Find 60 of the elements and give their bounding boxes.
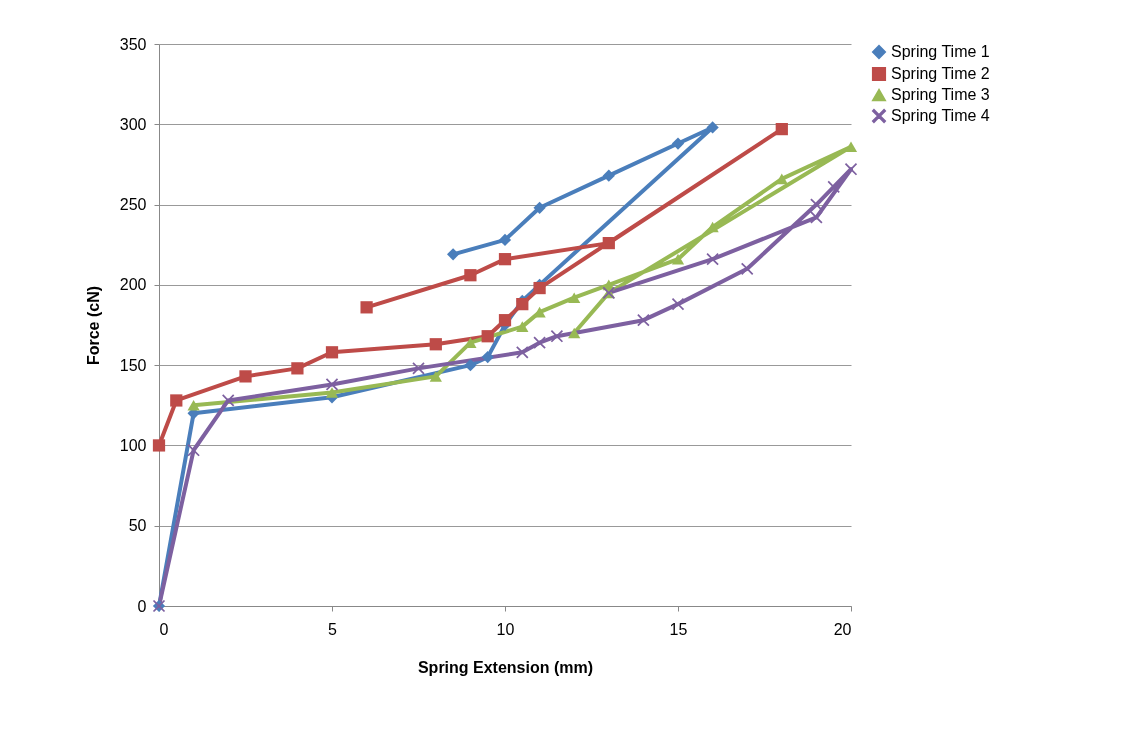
point	[325, 387, 339, 398]
point	[844, 141, 858, 153]
point	[810, 211, 823, 224]
point	[170, 394, 183, 407]
point	[481, 350, 494, 364]
y-tick-label: 50	[128, 517, 147, 535]
point	[741, 262, 754, 275]
point	[533, 336, 546, 349]
point	[498, 233, 512, 247]
point	[464, 359, 477, 372]
point	[325, 346, 339, 359]
point	[239, 370, 252, 383]
point	[464, 269, 477, 282]
point	[412, 362, 425, 375]
point	[429, 338, 442, 351]
y-axis-title: Force (cN)	[84, 285, 102, 366]
legend-label: Spring Time 1	[891, 43, 990, 60]
point	[602, 236, 615, 250]
point	[671, 298, 685, 311]
point	[516, 346, 529, 359]
x-axis-title: Spring Extension (mm)	[417, 658, 594, 676]
point	[152, 439, 166, 452]
legend-label: Spring Time 2	[891, 65, 990, 82]
point	[550, 330, 564, 343]
x-tick-label: 20	[833, 620, 852, 638]
point	[360, 301, 373, 314]
point	[827, 180, 840, 194]
y-tick-label: 250	[119, 196, 147, 214]
point	[498, 253, 512, 266]
y-tick-label: 150	[119, 356, 147, 374]
legend-label: Spring Time 4	[891, 107, 990, 124]
point	[291, 362, 304, 375]
y-tick-label: 300	[119, 115, 147, 133]
point	[671, 137, 685, 150]
point	[671, 253, 685, 265]
point	[498, 314, 512, 327]
y-tick-label: 100	[119, 436, 147, 454]
legend-label: Spring Time 3	[891, 86, 990, 103]
point	[516, 298, 529, 311]
point	[429, 371, 442, 382]
y-tick-label: 350	[119, 35, 147, 53]
x-tick-label: 10	[496, 620, 515, 638]
x-tick-label: 5	[328, 620, 338, 638]
x-tick-label: 15	[669, 620, 688, 638]
point	[637, 314, 650, 327]
point	[187, 399, 200, 411]
point	[516, 321, 529, 332]
point	[187, 444, 200, 457]
y-tick-label: 200	[119, 276, 147, 294]
point	[568, 327, 581, 339]
point	[533, 201, 546, 214]
point	[775, 122, 788, 136]
point	[481, 330, 494, 343]
point	[533, 281, 546, 295]
point	[446, 248, 460, 261]
x-tick-label: 0	[159, 620, 169, 638]
point	[602, 169, 615, 182]
point	[706, 121, 719, 134]
point	[568, 292, 581, 304]
y-tick-label: 0	[137, 597, 147, 615]
